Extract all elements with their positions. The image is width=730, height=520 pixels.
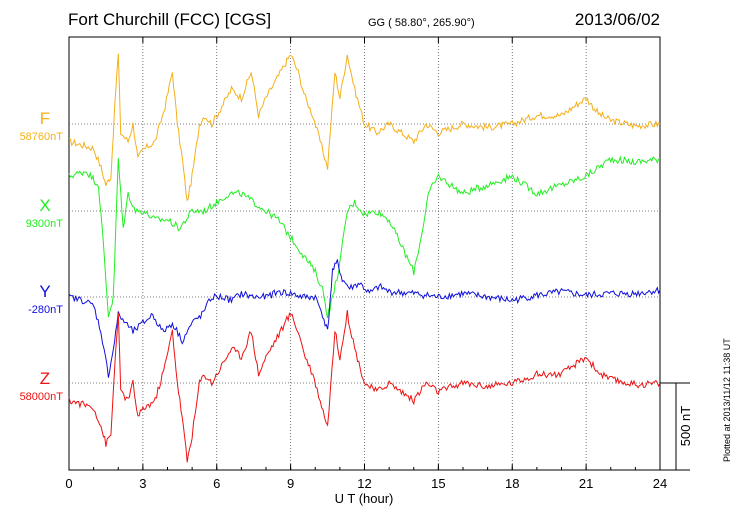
series-line-f (68, 53, 661, 202)
x-tick-label: 0 (65, 476, 72, 491)
x-tick-label: 21 (579, 476, 593, 491)
baseline-label-x: 9300nT (26, 218, 64, 230)
x-tick-label: 12 (357, 476, 371, 491)
baseline-label-y: -280nT (28, 304, 63, 316)
scale-bar-label: 500 nT (678, 406, 693, 447)
x-tick-label: 18 (505, 476, 519, 491)
x-tick-label: 15 (431, 476, 445, 491)
series-name-z: Z (40, 369, 50, 388)
x-tick-label: 9 (287, 476, 294, 491)
x-axis-label: U T (hour) (335, 491, 394, 506)
baseline-label-z: 58000nT (20, 391, 64, 403)
series-line-y (68, 259, 661, 378)
x-tick-label: 3 (139, 476, 146, 491)
x-tick-label: 6 (213, 476, 220, 491)
series-name-x: X (39, 196, 50, 215)
baseline-label-f: 58760nT (20, 131, 64, 143)
series-name-y: Y (39, 282, 50, 301)
x-tick-label: 24 (653, 476, 667, 491)
series-line-z (68, 310, 661, 463)
chart-date: 2013/06/02 (574, 10, 660, 29)
station-coordinates: GG ( 58.80°, 265.90°) (368, 17, 475, 29)
series-line-x (68, 155, 661, 319)
series-name-f: F (40, 109, 50, 128)
chart-title: Fort Churchill (FCC) [CGS] (68, 10, 272, 29)
